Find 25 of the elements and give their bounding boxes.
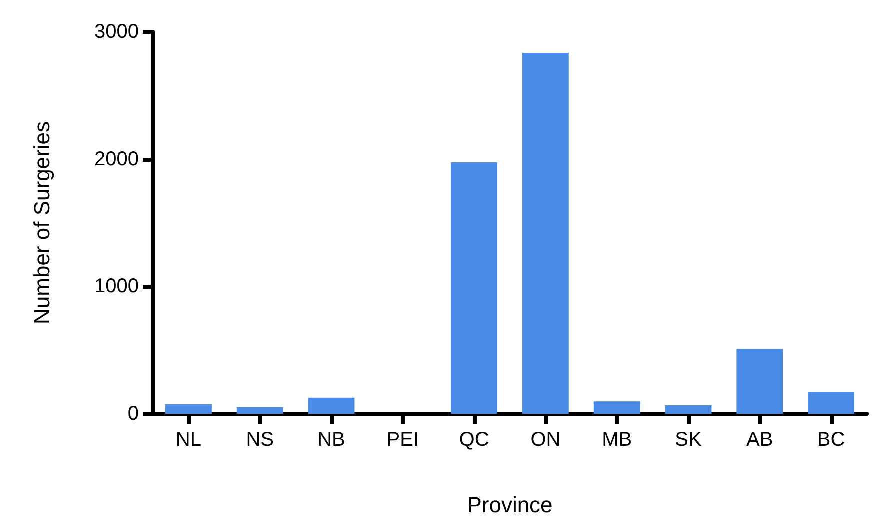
x-tick-label: ON [530, 429, 561, 451]
x-tick-label: AB [746, 429, 774, 451]
y-tick-label: 3000 [94, 21, 139, 43]
y-tick-label: 2000 [94, 148, 139, 170]
bar [736, 349, 784, 414]
x-tick-label: MB [602, 429, 632, 451]
x-axis-title: Province [467, 492, 553, 518]
bar [522, 53, 569, 414]
bar [308, 398, 355, 414]
bar [665, 405, 712, 414]
x-tick-label: NS [246, 429, 274, 451]
x-tick-label: SK [675, 429, 702, 451]
x-tick-label: QC [459, 429, 490, 451]
x-tick-label: NL [176, 429, 202, 451]
bar [165, 404, 212, 414]
bar [808, 392, 855, 414]
bar [451, 162, 498, 414]
bar [594, 402, 640, 414]
x-tick-label: BC [817, 429, 846, 451]
x-tick-label: PEI [386, 429, 420, 451]
y-axis-title: Number of Surgeries [30, 122, 54, 324]
x-tick-label: NB [318, 429, 346, 451]
y-tick-label: 0 [128, 403, 139, 425]
bar [236, 407, 284, 414]
y-tick-label: 1000 [94, 276, 139, 298]
